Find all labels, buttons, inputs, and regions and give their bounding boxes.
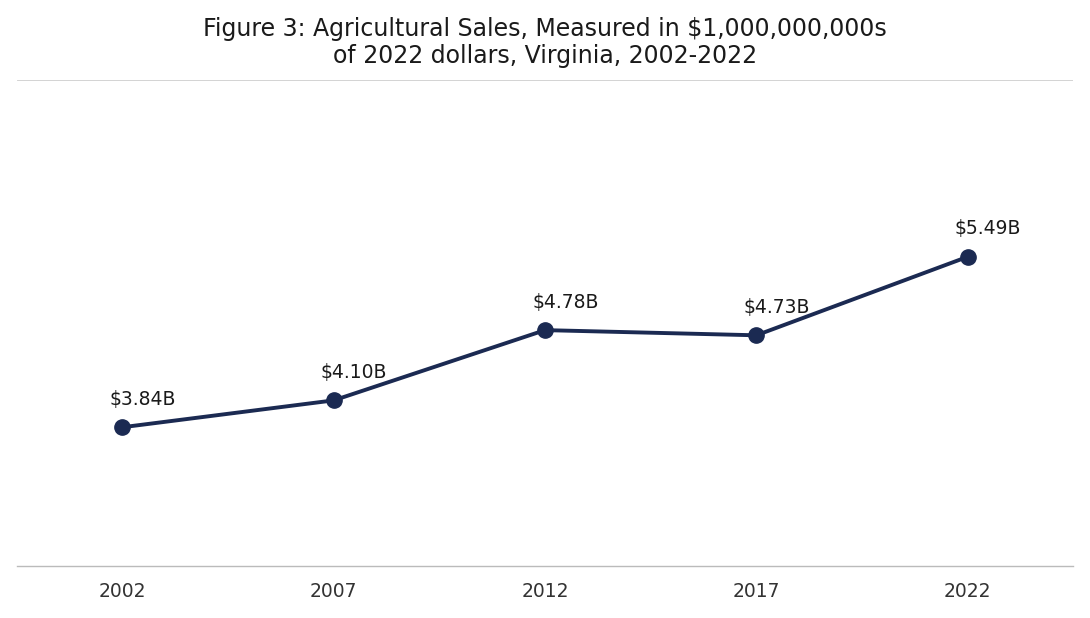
Text: $4.10B: $4.10B [320, 363, 387, 382]
Text: $5.49B: $5.49B [955, 219, 1021, 238]
Title: Figure 3: Agricultural Sales, Measured in $1,000,000,000s
of 2022 dollars, Virgi: Figure 3: Agricultural Sales, Measured i… [203, 17, 887, 69]
Text: $3.84B: $3.84B [110, 389, 177, 408]
Text: $4.78B: $4.78B [532, 292, 598, 311]
Text: $4.73B: $4.73B [743, 298, 810, 316]
